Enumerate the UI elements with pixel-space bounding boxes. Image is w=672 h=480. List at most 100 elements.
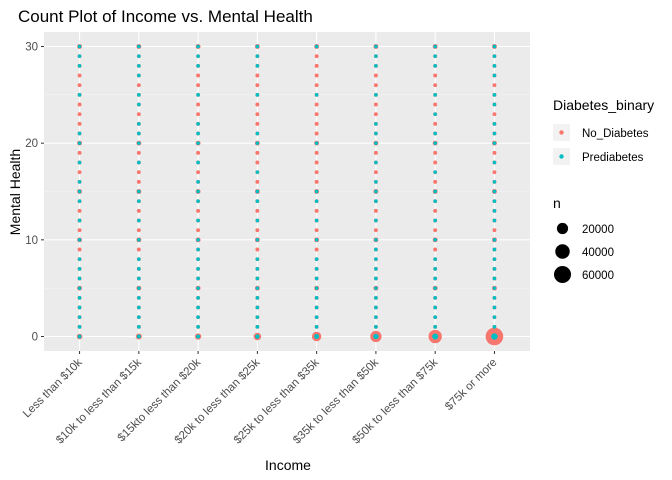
- point-no-diabetes: [433, 102, 438, 107]
- point-no-diabetes: [136, 247, 141, 252]
- point-prediabetes: [77, 325, 82, 329]
- legend: Diabetes_binary No_Diabetes Prediabetes n…: [553, 97, 654, 284]
- legend-size-key: [555, 244, 570, 259]
- point-prediabetes: [492, 305, 497, 310]
- point-prediabetes: [255, 286, 260, 290]
- point-prediabetes: [374, 325, 378, 329]
- legend-key-no-diabetes: [559, 130, 564, 135]
- point-prediabetes: [374, 180, 378, 184]
- point-no-diabetes: [136, 179, 141, 184]
- point-prediabetes: [196, 286, 200, 290]
- point-prediabetes: [137, 189, 141, 194]
- point-prediabetes: [196, 238, 200, 242]
- point-prediabetes: [255, 218, 260, 223]
- point-prediabetes: [196, 199, 200, 203]
- point-prediabetes: [196, 325, 200, 329]
- point-no-diabetes: [77, 247, 82, 252]
- point-prediabetes: [492, 267, 497, 271]
- point-prediabetes: [255, 93, 260, 97]
- point-prediabetes: [374, 257, 378, 261]
- point-no-diabetes: [314, 150, 319, 155]
- point-no-diabetes: [196, 102, 201, 107]
- point-no-diabetes: [136, 228, 141, 233]
- point-prediabetes: [492, 141, 497, 145]
- point-prediabetes: [77, 257, 82, 261]
- y-tick-label: 30: [25, 42, 38, 54]
- point-prediabetes: [196, 296, 200, 300]
- y-axis-title: Mental Health: [7, 149, 23, 235]
- point-prediabetes: [255, 64, 260, 68]
- point-prediabetes: [196, 247, 200, 252]
- point-no-diabetes: [373, 208, 378, 213]
- point-no-diabetes: [255, 208, 260, 213]
- point-prediabetes: [492, 160, 497, 165]
- point-no-diabetes: [314, 228, 319, 233]
- y-tick-label: 10: [25, 235, 38, 247]
- y-tick-label: 20: [25, 138, 38, 150]
- y-tick-label: 0: [32, 332, 38, 344]
- point-prediabetes: [433, 131, 437, 136]
- point-no-diabetes: [255, 73, 260, 78]
- point-prediabetes: [255, 296, 260, 300]
- point-prediabetes: [492, 199, 497, 203]
- point-prediabetes: [77, 54, 82, 58]
- point-no-diabetes: [492, 170, 497, 175]
- point-no-diabetes: [77, 112, 82, 117]
- point-prediabetes: [492, 131, 497, 136]
- point-prediabetes: [137, 267, 141, 271]
- point-prediabetes: [255, 315, 260, 319]
- point-no-diabetes: [77, 228, 82, 233]
- point-prediabetes: [255, 325, 260, 329]
- x-axis: Less than $10k$10k to less than $15k$15k…: [21, 351, 500, 447]
- point-prediabetes: [255, 276, 260, 281]
- point-prediabetes: [137, 296, 141, 300]
- point-prediabetes: [77, 305, 82, 310]
- point-no-diabetes: [492, 83, 497, 88]
- point-prediabetes: [433, 286, 437, 290]
- point-prediabetes: [255, 131, 260, 136]
- point-prediabetes: [255, 141, 260, 145]
- point-prediabetes: [492, 189, 497, 194]
- point-prediabetes: [255, 334, 260, 339]
- point-prediabetes: [433, 199, 437, 203]
- point-prediabetes: [492, 180, 497, 184]
- point-prediabetes: [491, 333, 498, 340]
- point-prediabetes: [196, 93, 200, 97]
- point-prediabetes: [433, 315, 437, 319]
- point-prediabetes: [492, 247, 497, 252]
- point-prediabetes: [196, 44, 200, 49]
- point-prediabetes: [492, 93, 497, 97]
- point-prediabetes: [137, 325, 141, 329]
- point-no-diabetes: [492, 112, 497, 117]
- x-tick-label: $75k or more: [443, 357, 499, 413]
- point-prediabetes: [492, 122, 497, 126]
- point-prediabetes: [137, 218, 141, 223]
- point-no-diabetes: [433, 73, 438, 78]
- point-prediabetes: [374, 305, 378, 310]
- point-prediabetes: [374, 93, 378, 97]
- point-prediabetes: [255, 44, 260, 49]
- point-prediabetes: [433, 141, 437, 145]
- point-prediabetes: [77, 64, 82, 68]
- point-prediabetes: [374, 199, 378, 203]
- point-prediabetes: [314, 276, 319, 281]
- point-prediabetes: [196, 189, 200, 194]
- point-prediabetes: [374, 54, 378, 58]
- point-no-diabetes: [373, 170, 378, 175]
- point-prediabetes: [196, 305, 200, 310]
- point-prediabetes: [77, 334, 82, 339]
- point-prediabetes: [77, 218, 82, 223]
- point-prediabetes: [374, 238, 378, 242]
- chart-title: Count Plot of Income vs. Mental Health: [18, 7, 313, 26]
- point-no-diabetes: [255, 160, 260, 165]
- point-no-diabetes: [433, 121, 438, 126]
- point-no-diabetes: [255, 228, 260, 233]
- point-prediabetes: [137, 276, 141, 281]
- point-prediabetes: [255, 199, 260, 203]
- point-prediabetes: [196, 131, 200, 136]
- point-prediabetes: [77, 315, 82, 319]
- point-prediabetes: [137, 238, 141, 242]
- legend-size-title: n: [553, 195, 561, 211]
- point-no-diabetes: [136, 83, 141, 88]
- legend-color-title: Diabetes_binary: [553, 97, 654, 113]
